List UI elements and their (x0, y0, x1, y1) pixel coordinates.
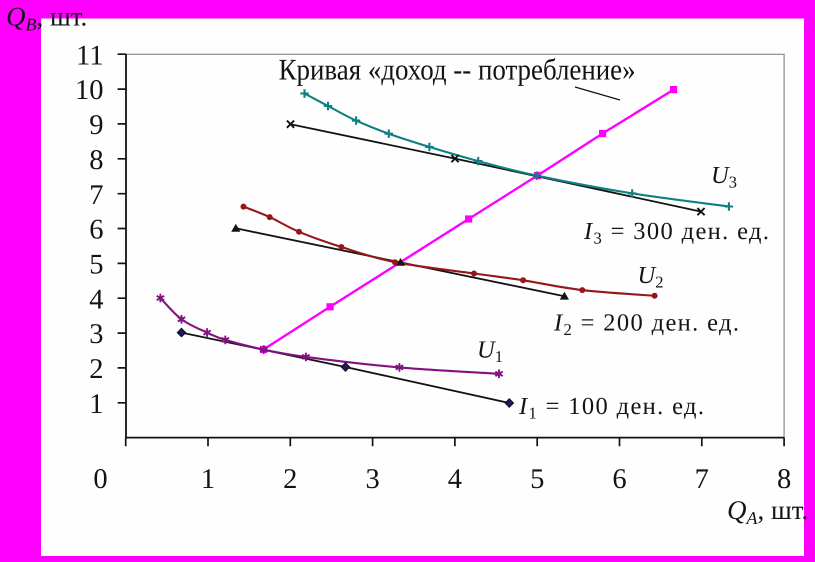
svg-text:5: 5 (530, 464, 544, 495)
svg-text:1: 1 (201, 464, 215, 495)
svg-text:7: 7 (695, 464, 709, 495)
svg-text:8: 8 (777, 464, 791, 495)
svg-text:QB, шт.: QB, шт. (6, 2, 87, 35)
svg-text:8: 8 (89, 145, 103, 176)
svg-text:U3: U3 (711, 162, 737, 192)
svg-text:Кривая «доход -- потребление»: Кривая «доход -- потребление» (279, 53, 636, 86)
svg-text:1: 1 (89, 389, 103, 420)
svg-text:3: 3 (365, 464, 379, 495)
svg-text:9: 9 (89, 110, 103, 141)
svg-text:6: 6 (612, 464, 626, 495)
svg-text:6: 6 (89, 215, 103, 246)
svg-text:4: 4 (89, 284, 103, 315)
svg-text:4: 4 (448, 464, 462, 495)
svg-text:I2 = 200 ден. ед.: I2 = 200 ден. ед. (553, 310, 739, 340)
svg-text:U1: U1 (477, 337, 503, 367)
svg-text:0: 0 (93, 464, 107, 495)
svg-text:5: 5 (89, 250, 103, 281)
svg-text:3: 3 (89, 319, 103, 350)
svg-text:7: 7 (89, 180, 103, 211)
svg-text:11: 11 (76, 40, 103, 71)
svg-text:2: 2 (283, 464, 297, 495)
svg-text:2: 2 (89, 354, 103, 385)
svg-text:I3 = 300 ден. ед.: I3 = 300 ден. ед. (583, 218, 769, 248)
svg-text:10: 10 (75, 75, 104, 106)
svg-text:I1 = 100 ден. ед.: I1 = 100 ден. ед. (518, 393, 704, 423)
svg-text:QA, шт.: QA, шт. (727, 495, 808, 528)
svg-text:U2: U2 (638, 262, 664, 292)
